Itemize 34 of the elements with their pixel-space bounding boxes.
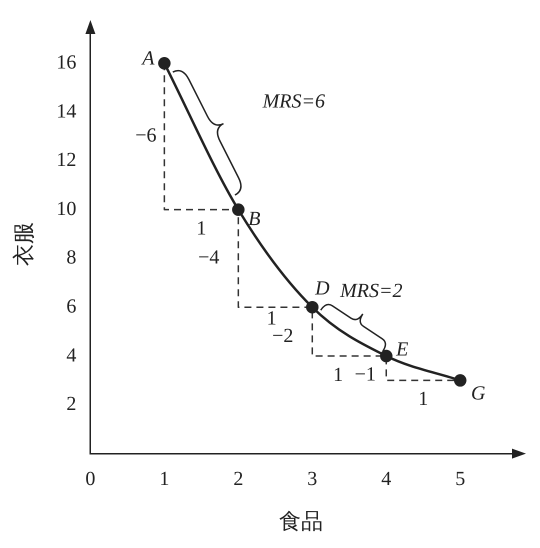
y-tick-label: 6 <box>66 295 76 318</box>
y-tick-label: 12 <box>56 149 76 172</box>
y-tick-label: 14 <box>56 100 76 122</box>
annotation: G <box>471 382 486 405</box>
point <box>306 300 319 314</box>
y-tick-label: 8 <box>66 246 76 269</box>
x-axis-title: 食品 <box>279 508 324 534</box>
annotation: 1 <box>196 217 206 240</box>
y-tick-label: 4 <box>66 344 76 366</box>
x-tick-label: 3 <box>307 468 318 490</box>
x-tick-label: 2 <box>233 468 244 490</box>
annotation: E <box>395 338 408 360</box>
annotation: −6 <box>135 124 157 147</box>
annotation: −4 <box>198 246 220 269</box>
y-tick-label: 10 <box>56 198 76 220</box>
point <box>380 350 393 362</box>
annotation: MRS=6 <box>262 90 325 113</box>
annotation: D <box>314 277 330 300</box>
y-tick-label: 16 <box>56 52 76 74</box>
annotation: 1 <box>418 388 428 410</box>
point <box>158 57 171 70</box>
x-tick-label: 4 <box>381 468 392 490</box>
point <box>232 203 245 216</box>
point <box>454 374 466 387</box>
x-tick-label: 1 <box>159 468 170 490</box>
x-tick-label: 0 <box>85 468 96 490</box>
annotation: −1 <box>354 363 376 386</box>
x-tick-label: 5 <box>455 468 466 490</box>
annotation: MRS=2 <box>339 280 402 302</box>
annotation: B <box>248 208 260 230</box>
annotation: 1 <box>333 364 344 386</box>
annotation: A <box>140 48 156 70</box>
y-axis-title: 衣服 <box>10 222 36 266</box>
y-tick-label: 2 <box>66 393 76 416</box>
